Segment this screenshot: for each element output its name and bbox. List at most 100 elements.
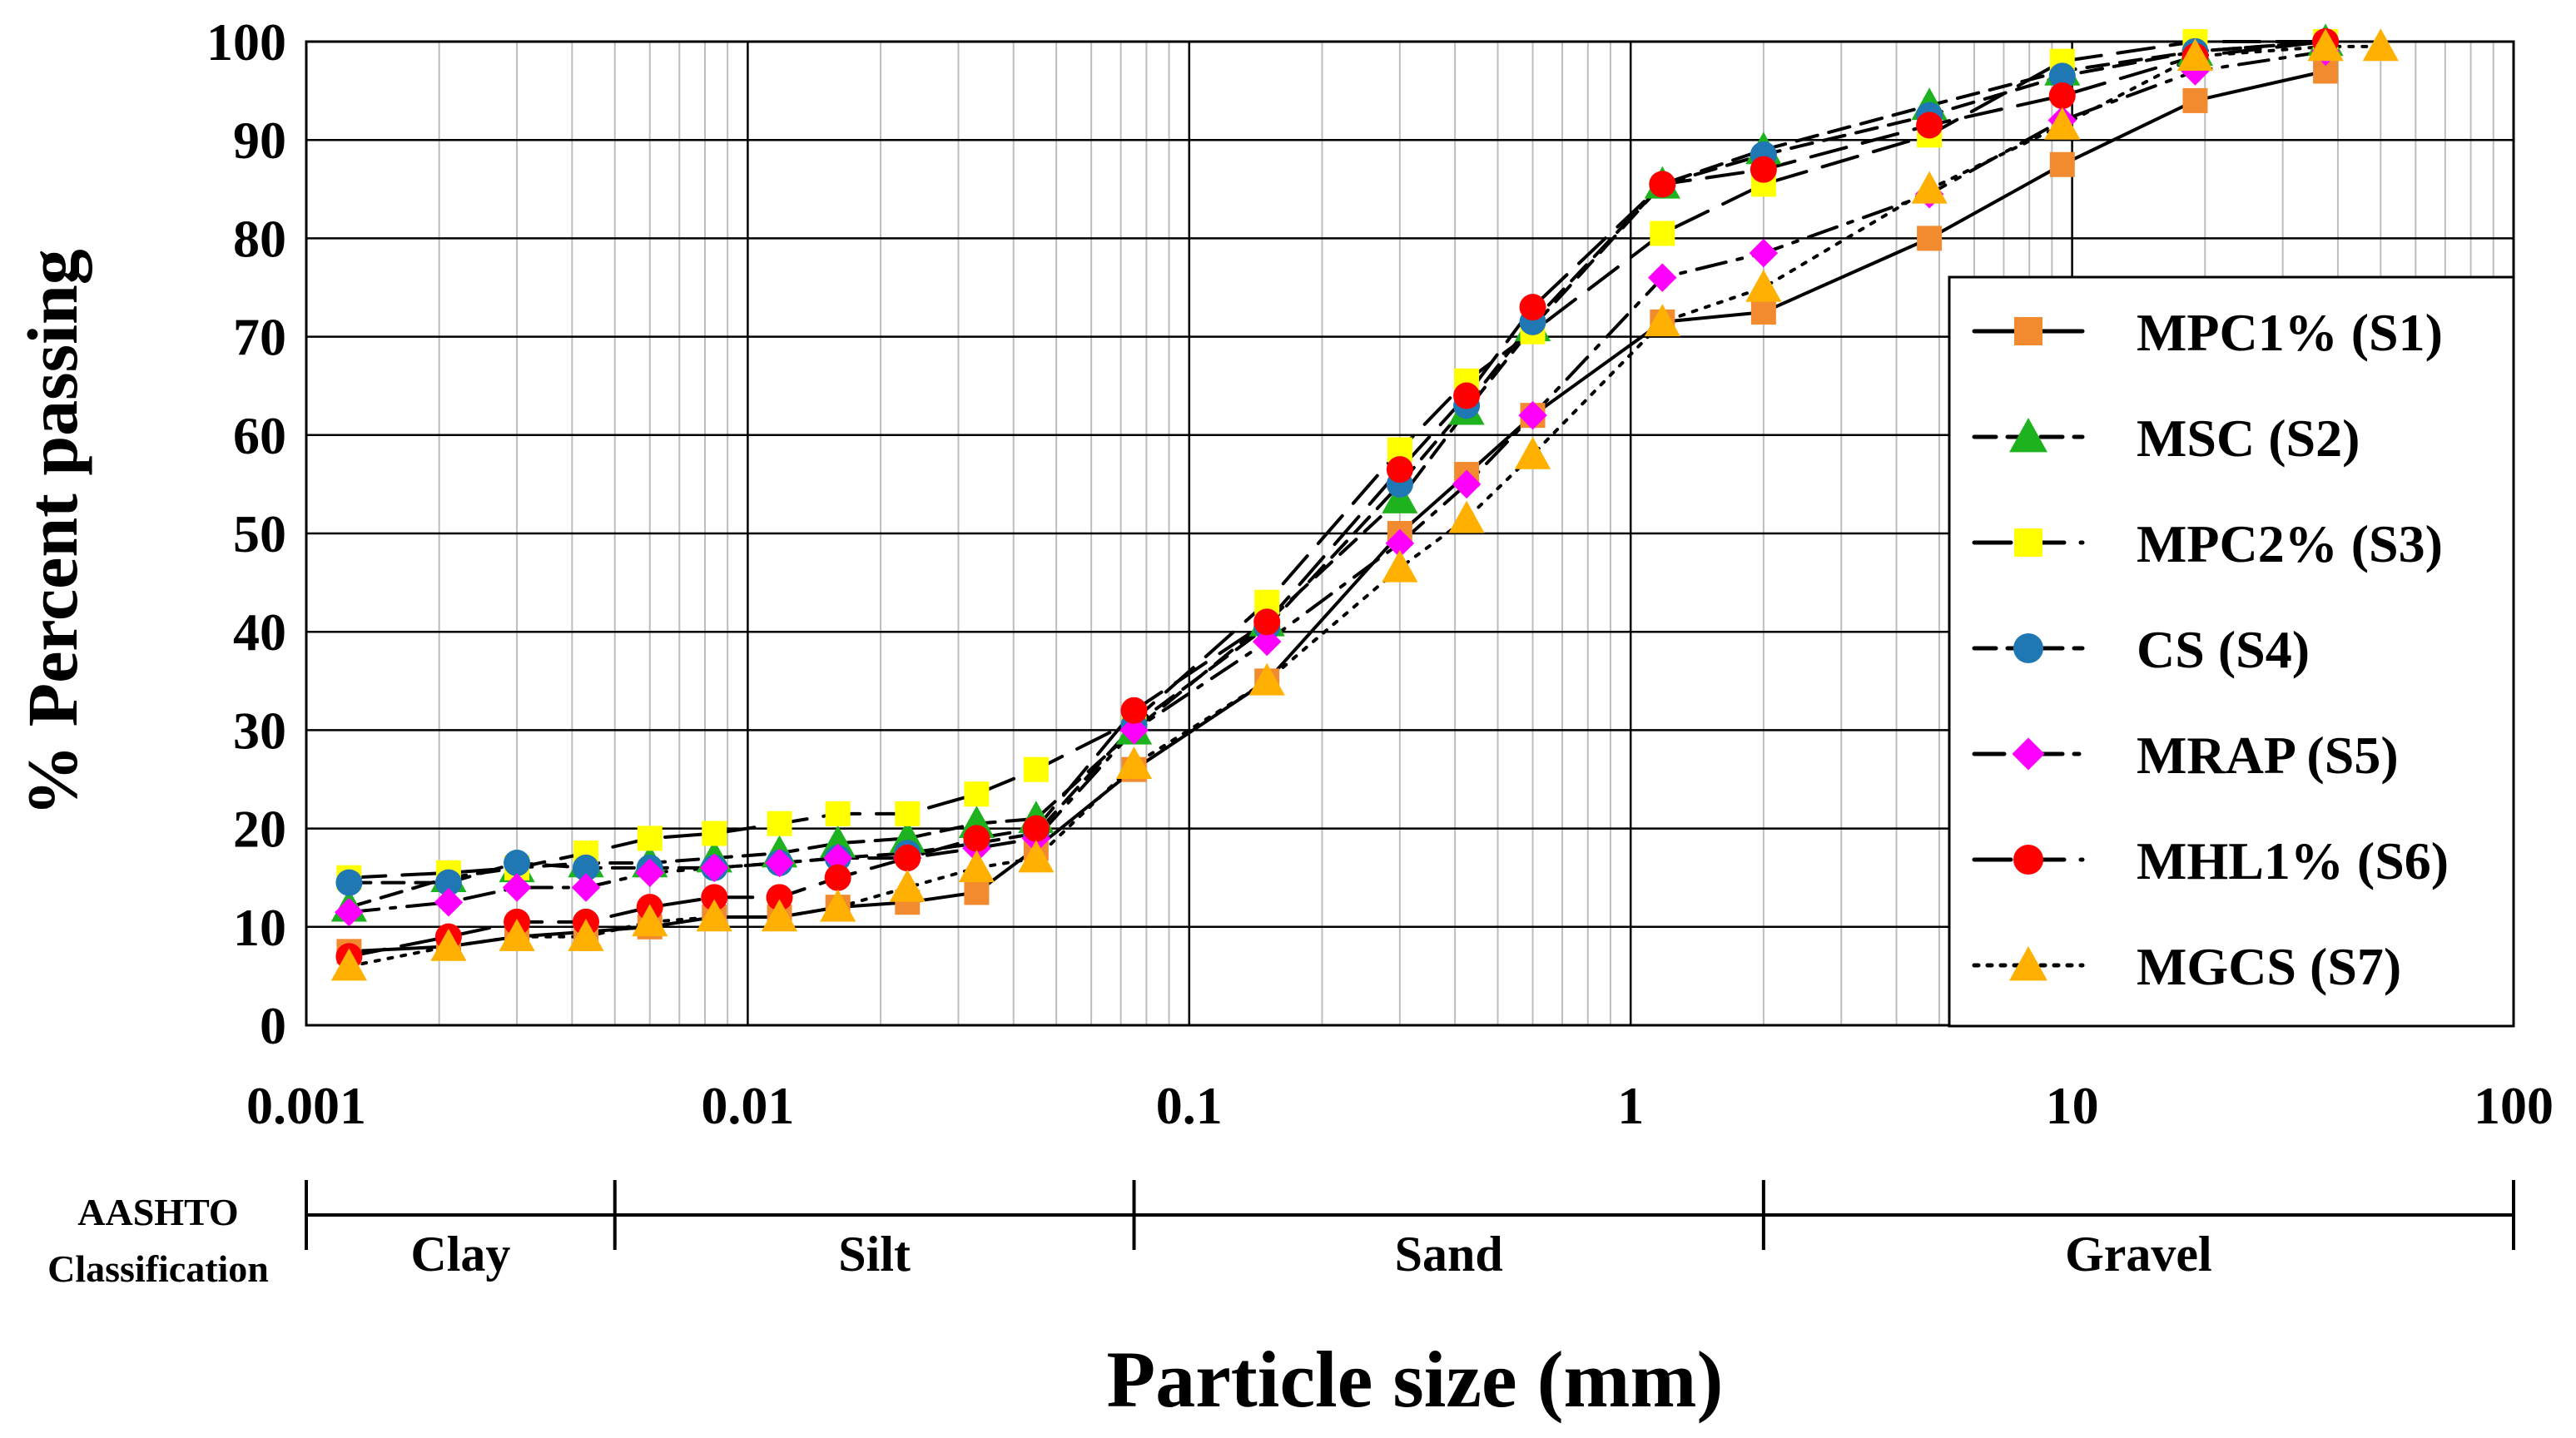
x-tick-label: 0.1 (1156, 1076, 1223, 1135)
data-point (766, 884, 793, 911)
data-point (499, 919, 535, 951)
data-point (568, 919, 604, 951)
data-point (1750, 300, 1776, 325)
data-point (824, 864, 851, 891)
data-point (1248, 662, 1285, 696)
legend-marker (2009, 418, 2047, 453)
data-point (820, 889, 856, 922)
data-point (635, 858, 664, 888)
y-tick-label: 90 (233, 111, 286, 170)
data-point (1252, 627, 1282, 657)
data-point (1386, 456, 1413, 483)
data-point (964, 781, 990, 807)
data-point (761, 899, 798, 932)
data-point (895, 801, 921, 826)
legend-marker (2009, 946, 2047, 981)
series-line (347, 40, 2328, 880)
x-tick-label: 10 (2046, 1076, 2099, 1135)
series-line (347, 69, 2328, 954)
legend-marker (2013, 633, 2043, 663)
classification-gravel: Gravel (2065, 1227, 2212, 1282)
classification-sand: Sand (1395, 1227, 1503, 1282)
series-line (347, 49, 2328, 915)
data-point (1120, 697, 1148, 724)
data-point (825, 801, 851, 826)
legend-marker (2014, 528, 2042, 557)
y-tick-label: 100 (206, 12, 286, 72)
data-point (330, 948, 368, 981)
data-point (2176, 38, 2214, 72)
data-point (1750, 156, 1777, 183)
data-point (1648, 263, 1677, 292)
data-point (504, 849, 531, 876)
classification-clay: Clay (410, 1227, 510, 1282)
data-point (1253, 608, 1281, 636)
y-tick-label: 80 (233, 209, 286, 268)
data-point (1917, 226, 1943, 251)
data-point (1452, 469, 1482, 499)
data-point (2044, 107, 2081, 140)
data-point (1519, 294, 1546, 321)
data-point (701, 884, 728, 911)
data-point (1119, 716, 1149, 745)
series-line (347, 40, 2328, 910)
data-point (765, 848, 794, 878)
x-tick-label: 0.01 (701, 1076, 794, 1135)
legend-marker (2014, 317, 2042, 345)
y-tick-label: 10 (233, 898, 286, 957)
legend-marker (2013, 845, 2043, 875)
data-point (502, 873, 532, 902)
legend: MPC1% (S1) MSC (S2) MPC2% (S3) CS (S4) MRAP … (1948, 275, 2515, 1028)
classification-silt: Silt (838, 1227, 911, 1282)
legend-label: MHL1% (S6) (2137, 831, 2449, 890)
data-point (572, 854, 599, 881)
aashto-label: AASHTO (77, 1191, 238, 1233)
y-tick-label: 20 (233, 800, 286, 859)
data-point (1022, 815, 1050, 842)
data-point (889, 869, 926, 902)
data-point (1382, 549, 1418, 583)
y-tick-label: 70 (233, 308, 286, 367)
x-tick-label: 1 (1617, 1076, 1644, 1135)
data-point (1644, 304, 1680, 337)
data-point (699, 853, 729, 883)
data-point (958, 850, 995, 883)
data-point (1453, 382, 1481, 409)
series-lines (347, 40, 2383, 969)
data-point (2362, 28, 2399, 62)
data-point (1514, 436, 1551, 469)
series-line (347, 40, 2328, 959)
data-point (2048, 82, 2076, 110)
data-point (637, 826, 663, 851)
legend-label: MRAP (S5) (2137, 726, 2399, 785)
aashto-classification-bar: Clay Silt Sand Gravel AASHTO Classification (47, 1180, 2515, 1290)
y-tick-label: 50 (233, 504, 286, 563)
data-point (571, 873, 601, 902)
y-tick-label: 40 (233, 602, 286, 662)
data-point (767, 811, 792, 836)
data-point (430, 928, 467, 961)
data-point (2307, 28, 2344, 62)
x-tick-label: 100 (2474, 1076, 2554, 1135)
data-point (2182, 87, 2208, 113)
data-point (1911, 171, 1948, 204)
y-axis-title: % Percent passing (12, 249, 92, 816)
data-point (2049, 151, 2075, 177)
data-point (1745, 269, 1782, 302)
y-tick-label: 30 (233, 701, 286, 760)
data-point (335, 869, 363, 896)
legend-label: MSC (S2) (2137, 409, 2360, 468)
y-tick-label: 0 (260, 996, 286, 1055)
data-point (1018, 840, 1055, 873)
data-point (1916, 112, 1943, 139)
data-point (434, 888, 464, 917)
data-point (894, 845, 921, 872)
legend-label: MPC1% (S1) (2137, 303, 2443, 362)
data-point (434, 869, 462, 896)
data-point (963, 825, 990, 852)
data-point (1115, 746, 1153, 780)
data-point (823, 843, 852, 873)
x-tick-label: 0.001 (246, 1076, 366, 1135)
series-markers (330, 23, 2399, 981)
